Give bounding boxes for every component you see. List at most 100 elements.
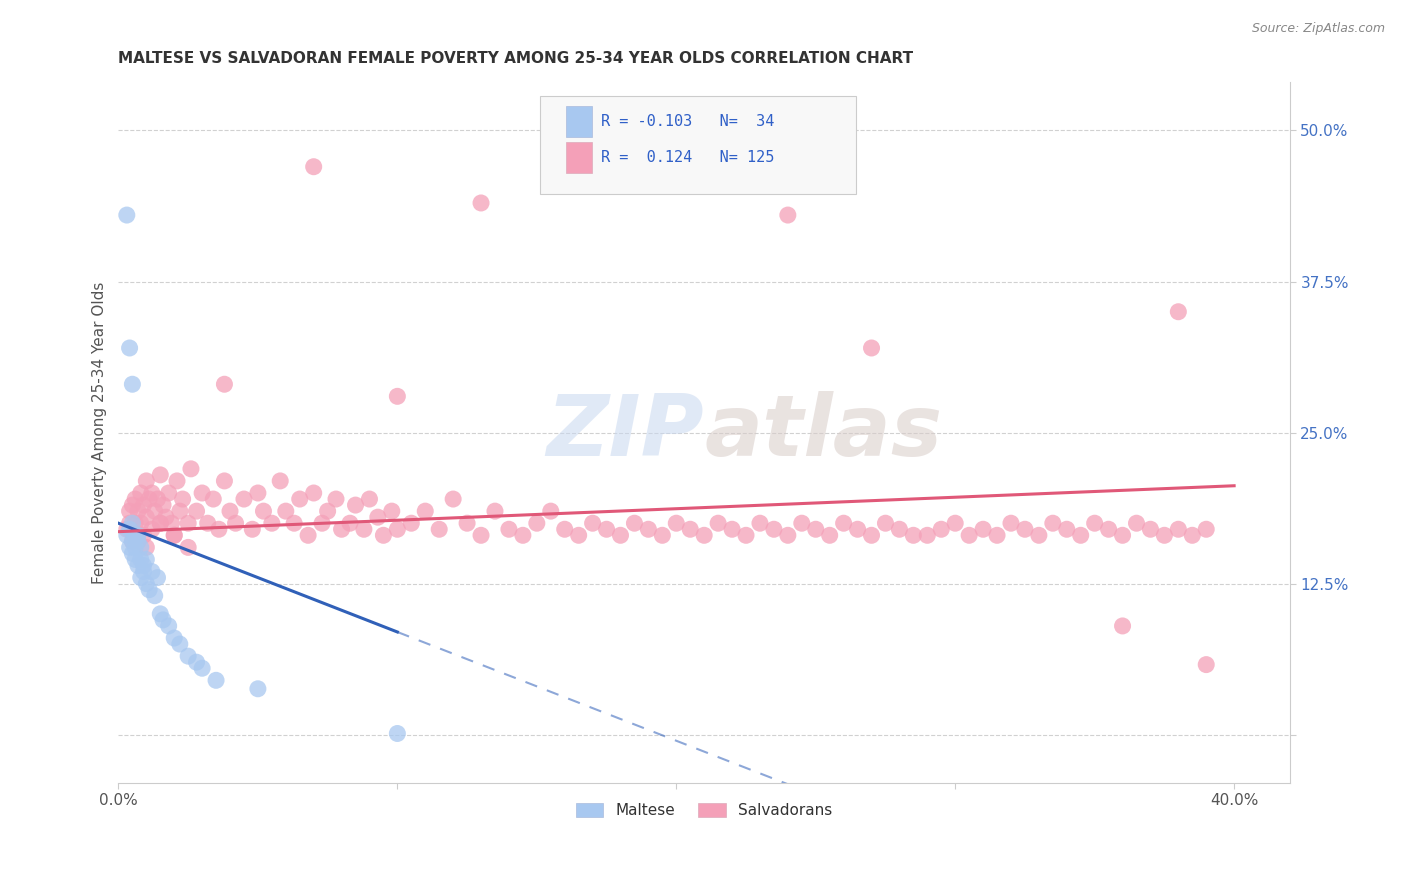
Point <box>373 528 395 542</box>
Point <box>127 528 149 542</box>
Point <box>609 528 631 542</box>
Point <box>1014 522 1036 536</box>
Point <box>118 541 141 555</box>
FancyBboxPatch shape <box>540 96 856 194</box>
Point <box>359 491 381 506</box>
Point <box>260 516 283 531</box>
Point <box>141 522 163 536</box>
Point <box>526 516 548 531</box>
Point <box>225 516 247 531</box>
Point <box>197 516 219 531</box>
Point <box>297 528 319 542</box>
Point <box>401 516 423 531</box>
Point <box>208 522 231 536</box>
Point <box>157 486 180 500</box>
Point <box>860 528 883 542</box>
Point <box>1028 528 1050 542</box>
Point <box>344 498 367 512</box>
Point <box>124 528 146 542</box>
Point <box>180 462 202 476</box>
Point <box>149 516 172 531</box>
Point <box>387 726 409 740</box>
Point <box>127 534 149 549</box>
Point <box>115 528 138 542</box>
Point <box>470 528 492 542</box>
Point <box>903 528 925 542</box>
Point <box>124 552 146 566</box>
Point <box>1111 528 1133 542</box>
Point <box>749 516 772 531</box>
Point <box>637 522 659 536</box>
Point <box>623 516 645 531</box>
Point <box>762 522 785 536</box>
Point <box>1153 528 1175 542</box>
Point <box>1195 657 1218 672</box>
Point <box>1181 528 1204 542</box>
Point <box>141 565 163 579</box>
Point <box>889 522 911 536</box>
Point <box>707 516 730 531</box>
Point <box>121 534 143 549</box>
Point <box>1125 516 1147 531</box>
Point <box>127 504 149 518</box>
Point <box>330 522 353 536</box>
Point <box>804 522 827 536</box>
Point <box>115 208 138 222</box>
Point <box>540 504 562 518</box>
Point <box>118 516 141 531</box>
Point <box>186 655 208 669</box>
Point <box>288 491 311 506</box>
Point <box>129 552 152 566</box>
Point <box>441 491 464 506</box>
Point <box>138 491 160 506</box>
Point <box>269 474 291 488</box>
Text: ZIP: ZIP <box>547 391 704 474</box>
Point <box>135 510 157 524</box>
Point <box>790 516 813 531</box>
Text: R =  0.124   N= 125: R = 0.124 N= 125 <box>602 151 775 165</box>
Point <box>498 522 520 536</box>
Point <box>177 516 200 531</box>
Point <box>1195 522 1218 536</box>
Point <box>135 541 157 555</box>
Point <box>135 474 157 488</box>
Point <box>191 486 214 500</box>
Point <box>832 516 855 531</box>
Point <box>163 528 186 542</box>
Point <box>163 631 186 645</box>
Point <box>512 528 534 542</box>
Point <box>554 522 576 536</box>
Point <box>581 516 603 531</box>
Point <box>252 504 274 518</box>
Point <box>1139 522 1161 536</box>
Point <box>1167 304 1189 318</box>
Point <box>353 522 375 536</box>
Point <box>1111 619 1133 633</box>
Point <box>456 516 478 531</box>
Point <box>121 498 143 512</box>
Point <box>484 504 506 518</box>
Point <box>124 491 146 506</box>
Point <box>381 504 404 518</box>
Point <box>311 516 333 531</box>
Point <box>1056 522 1078 536</box>
Point <box>118 522 141 536</box>
Point <box>166 474 188 488</box>
Point <box>132 498 155 512</box>
Point <box>146 571 169 585</box>
Point <box>118 504 141 518</box>
Point <box>129 516 152 531</box>
Point <box>246 681 269 696</box>
Point <box>157 619 180 633</box>
Text: Source: ZipAtlas.com: Source: ZipAtlas.com <box>1251 22 1385 36</box>
Text: MALTESE VS SALVADORAN FEMALE POVERTY AMONG 25-34 YEAR OLDS CORRELATION CHART: MALTESE VS SALVADORAN FEMALE POVERTY AMO… <box>118 51 914 66</box>
Point <box>219 504 242 518</box>
Point <box>367 510 389 524</box>
Point <box>1084 516 1107 531</box>
Point <box>177 541 200 555</box>
Point <box>943 516 966 531</box>
Point <box>124 541 146 555</box>
Point <box>1097 522 1119 536</box>
Point <box>132 565 155 579</box>
Point <box>121 546 143 560</box>
